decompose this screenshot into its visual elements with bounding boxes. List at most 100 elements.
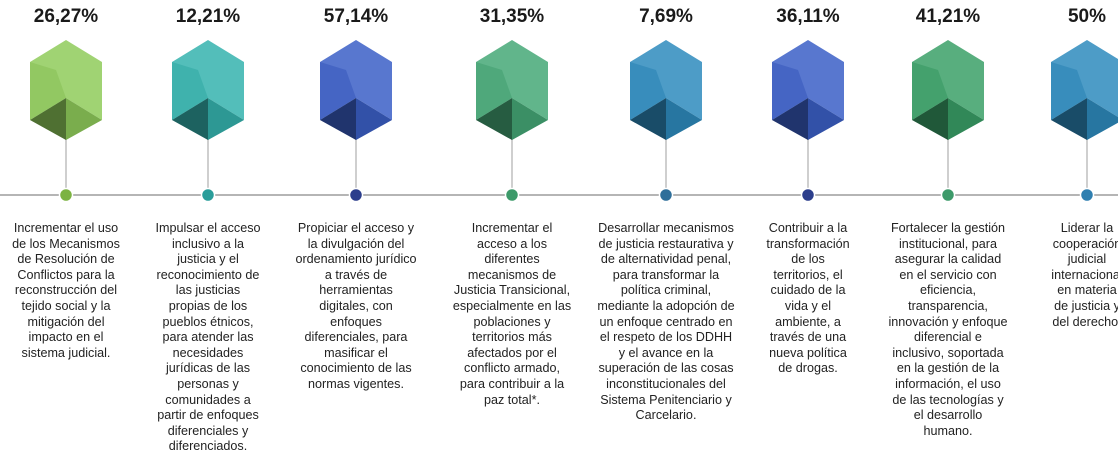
description-line: inclusivo a la — [171, 236, 245, 251]
description-line: la divulgación del — [307, 236, 405, 251]
gem-right — [808, 98, 844, 140]
description: Incrementar el uso de los Mecanismos de Re… — [0, 221, 141, 361]
description-line: territorios, el — [773, 267, 843, 282]
description-line: de los Mecanismos — [12, 236, 120, 251]
description-line: las justicias — [175, 283, 241, 298]
description-line: normas vigentes. — [308, 376, 404, 391]
description-line: Fortalecer la gestión — [890, 221, 1006, 235]
gem-side-left — [630, 62, 666, 120]
timeline-dot — [658, 187, 674, 203]
gem-right — [948, 98, 984, 140]
description-line: ordenamiento jurídico — [295, 252, 417, 267]
description-line: ambiente, a — [775, 314, 841, 329]
description-line: cuidado de la — [770, 283, 846, 298]
description-line: eficiencia, — [919, 283, 976, 298]
description-line: afectados por el — [467, 345, 557, 360]
description-line: para atender las — [162, 330, 254, 345]
description-line: Incrementar el — [471, 221, 553, 235]
description-line: de drogas. — [778, 361, 838, 376]
percentage: 7,69% — [639, 6, 693, 27]
description-line: de justicia y — [1054, 298, 1118, 313]
description-line: propias de los — [168, 298, 248, 313]
description-line: digitales, con — [319, 298, 393, 313]
description-line: Contribuir a la — [768, 221, 848, 235]
description-line: inconstitucionales del — [606, 376, 726, 391]
description-line: enfoques — [330, 314, 382, 329]
description: Incrementar el acceso a los diferentes meca… — [437, 221, 587, 408]
description-line: política criminal, — [620, 283, 712, 298]
description: Liderar la cooperación judicial internacion… — [1012, 221, 1118, 330]
timeline-dot — [504, 187, 520, 203]
timeline-dot — [940, 187, 956, 203]
description-line: el respeto de los DDHH — [599, 330, 733, 345]
gem-right — [1087, 98, 1118, 140]
gem-side-left — [320, 62, 356, 120]
description-line: herramientas — [319, 283, 393, 298]
gem-left — [172, 98, 208, 140]
description-line: información, el uso — [895, 376, 1001, 391]
description-line: tejido social y la — [21, 298, 111, 313]
description-line: reconstrucción del — [14, 283, 118, 298]
description-line: a través de — [324, 267, 388, 282]
description-line: Conflictos para la — [17, 267, 115, 282]
percentage: 31,35% — [479, 6, 545, 27]
timeline-dot — [1079, 187, 1095, 203]
description-line: del derecho. — [1052, 314, 1118, 329]
description-line: asegurar la calidad — [894, 252, 1002, 267]
description-line: el desarrollo — [913, 408, 983, 423]
description-line: comunidades a — [165, 392, 251, 407]
description-line: institucional, para — [898, 236, 997, 251]
description-line: paz total*. — [483, 392, 540, 407]
gem-right — [512, 98, 548, 140]
percentage: 36,11% — [776, 6, 840, 27]
description: Desarrollar mecanismos de justicia restau… — [591, 221, 741, 424]
timeline-dot — [348, 187, 364, 203]
description-line: Impulsar el acceso — [155, 221, 261, 235]
description: Propiciar el acceso y la divulgación del o… — [281, 221, 431, 393]
description-line: Sistema Penitenciario y — [600, 392, 732, 407]
description-line: en la gestión de la — [896, 361, 1000, 376]
description-line: judicial — [1067, 252, 1107, 267]
description-line: reconocimiento de — [156, 267, 260, 282]
description-line: través de una — [769, 330, 847, 345]
description-line: masificar el — [324, 345, 388, 360]
description: Impulsar el acceso inclusivo a la justicia… — [133, 221, 283, 455]
description-line: diferenciales y — [167, 423, 249, 438]
gem-right — [666, 98, 702, 140]
description-line: Incrementar el uso — [13, 221, 119, 235]
percentage: 12,21% — [175, 6, 241, 27]
description-line: diferencial e — [914, 330, 982, 345]
description-line: Liderar la — [1060, 221, 1114, 235]
description-line: pueblos étnicos, — [162, 314, 254, 329]
description-line: Propiciar el acceso y — [297, 221, 415, 235]
gem-left — [320, 98, 356, 140]
description-line: cooperación — [1052, 236, 1118, 251]
description-line: Carcelario. — [635, 408, 697, 423]
gem-left — [772, 98, 808, 140]
percentage: 50% — [1067, 6, 1107, 27]
description-line: vida y el — [784, 298, 832, 313]
timeline-dot — [800, 187, 816, 203]
gem-side-left — [912, 62, 948, 120]
description-line: personas y — [177, 376, 239, 391]
description-line: poblaciones y — [473, 314, 551, 329]
description-line: transparencia, — [908, 298, 988, 313]
description-line: diferenciados. — [168, 439, 248, 454]
description-line: diferentes — [484, 252, 540, 267]
gem-right — [208, 98, 244, 140]
description-line: jurídicas de las — [166, 361, 250, 376]
description-line: para contribuir a la — [459, 376, 565, 391]
description-line: mecanismos de — [467, 267, 557, 282]
description-line: Justicia Transicional, — [453, 283, 571, 298]
description-line: necesidades — [172, 345, 244, 360]
description-line: para transformar la — [612, 267, 720, 282]
description-line: acceso a los — [476, 236, 547, 251]
description-line: Desarrollar mecanismos — [598, 221, 734, 235]
description-line: de justicia restaurativa y — [598, 236, 734, 251]
description-line: conocimiento de las — [300, 361, 412, 376]
gem-side-left — [1051, 62, 1087, 120]
timeline-dot — [200, 187, 216, 203]
description-line: mitigación del — [27, 314, 105, 329]
gem-right — [66, 98, 102, 140]
gem-side-left — [476, 62, 512, 120]
